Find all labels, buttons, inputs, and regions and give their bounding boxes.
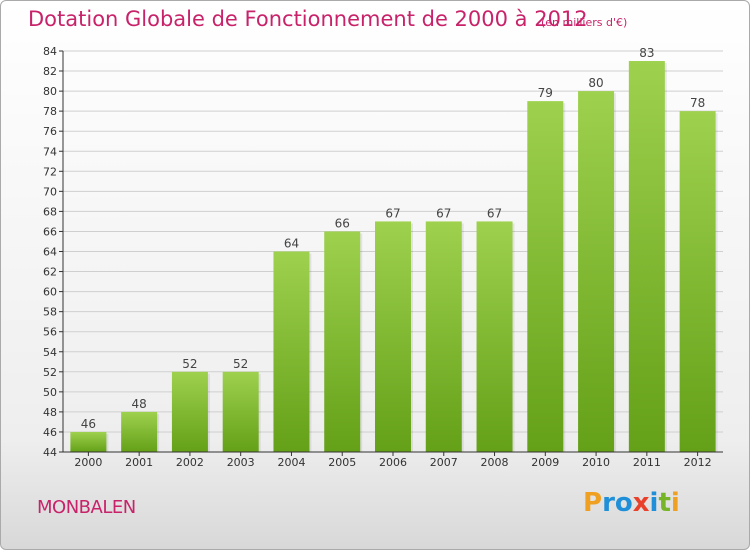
data-label-2004: 64 — [284, 237, 299, 251]
data-label-2010: 80 — [588, 76, 603, 90]
data-label-2002: 52 — [182, 357, 197, 371]
data-label-2008: 67 — [487, 206, 502, 220]
y-tick-label: 76 — [43, 125, 57, 138]
bar-2001 — [121, 411, 158, 452]
logo-letter: o — [614, 488, 633, 518]
proxiti-logo: Proxiti — [583, 488, 680, 518]
data-labels: 46 48 52 52 64 66 67 67 67 79 80 83 78 — [81, 46, 706, 431]
y-tick-label: 68 — [43, 205, 57, 218]
bars — [70, 61, 718, 453]
x-tick-label-2012: 2012 — [684, 456, 712, 469]
axes — [59, 50, 723, 456]
x-tick-label-2003: 2003 — [227, 456, 255, 469]
bar-2003 — [222, 371, 259, 452]
data-label-2011: 83 — [639, 46, 654, 60]
x-tick-label-2010: 2010 — [582, 456, 610, 469]
bar-2008 — [476, 221, 513, 452]
bar-2009 — [527, 101, 564, 452]
commune-name: MONBALEN — [37, 497, 136, 518]
data-label-2005: 66 — [335, 216, 350, 230]
data-label-2006: 67 — [385, 206, 400, 220]
x-tick-label-2007: 2007 — [430, 456, 458, 469]
y-tick-label: 50 — [43, 386, 57, 399]
bar-2005 — [324, 231, 361, 452]
y-tick-label: 84 — [43, 45, 57, 58]
x-tick-labels: 2000 2001 2002 2003 2004 2005 2006 2007 2008 2009… — [74, 456, 711, 469]
y-tick-label: 70 — [43, 185, 57, 198]
y-tick-label: 66 — [43, 225, 57, 238]
y-tick-label: 82 — [43, 65, 57, 78]
x-tick-label-2000: 2000 — [74, 456, 102, 469]
x-tick-label-2008: 2008 — [481, 456, 509, 469]
x-tick-label-2009: 2009 — [531, 456, 559, 469]
data-label-2009: 79 — [538, 86, 553, 100]
y-tick-label: 78 — [43, 105, 57, 118]
y-tick-label: 48 — [43, 406, 57, 419]
y-tick-label: 44 — [43, 446, 57, 459]
logo-letter: P — [583, 488, 603, 518]
y-tick-label: 80 — [43, 85, 57, 98]
x-tick-label-2002: 2002 — [176, 456, 204, 469]
x-tick-label-2006: 2006 — [379, 456, 407, 469]
y-tick-label: 56 — [43, 326, 57, 339]
data-label-2001: 48 — [132, 397, 147, 411]
y-tick-label: 54 — [43, 346, 57, 359]
bar-2002 — [171, 371, 208, 452]
x-tick-label-2011: 2011 — [633, 456, 661, 469]
logo-letter: i — [649, 488, 659, 518]
bar-2006 — [375, 221, 411, 452]
y-tick-label: 72 — [43, 165, 57, 178]
bar-2007 — [425, 221, 462, 452]
x-tick-label-2004: 2004 — [277, 456, 305, 469]
logo-letter: i — [670, 488, 680, 518]
data-label-2007: 67 — [436, 206, 451, 220]
data-label-2003: 52 — [233, 357, 248, 371]
bar-2000 — [70, 431, 107, 452]
y-tick-label: 46 — [43, 426, 57, 439]
chart-subtitle: (en milliers d'€) — [541, 16, 628, 29]
chart-title: Dotation Globale de Fonctionnement de 20… — [28, 7, 588, 31]
data-label-2012: 78 — [690, 96, 705, 110]
logo-letter: x — [632, 488, 650, 518]
bar-2004 — [273, 251, 310, 452]
logo-letter: t — [658, 488, 671, 518]
data-label-2000: 46 — [81, 417, 96, 431]
x-tick-label-2005: 2005 — [328, 456, 356, 469]
y-tick-label: 60 — [43, 286, 57, 299]
y-tick-label: 64 — [43, 246, 57, 259]
y-tick-label: 52 — [43, 366, 57, 379]
bar-2010 — [578, 91, 615, 452]
bar-2011 — [628, 61, 665, 453]
x-tick-label-2001: 2001 — [125, 456, 153, 469]
logo-letter: r — [602, 488, 615, 518]
y-tick-labels: 44 46 48 50 52 54 56 58 60 62 64 66 68 70 72 74 76 78 80 82… — [43, 45, 57, 459]
bar-2012 — [679, 111, 716, 453]
y-tick-label: 62 — [43, 266, 57, 279]
y-tick-label: 58 — [43, 306, 57, 319]
y-tick-label: 74 — [43, 145, 57, 158]
